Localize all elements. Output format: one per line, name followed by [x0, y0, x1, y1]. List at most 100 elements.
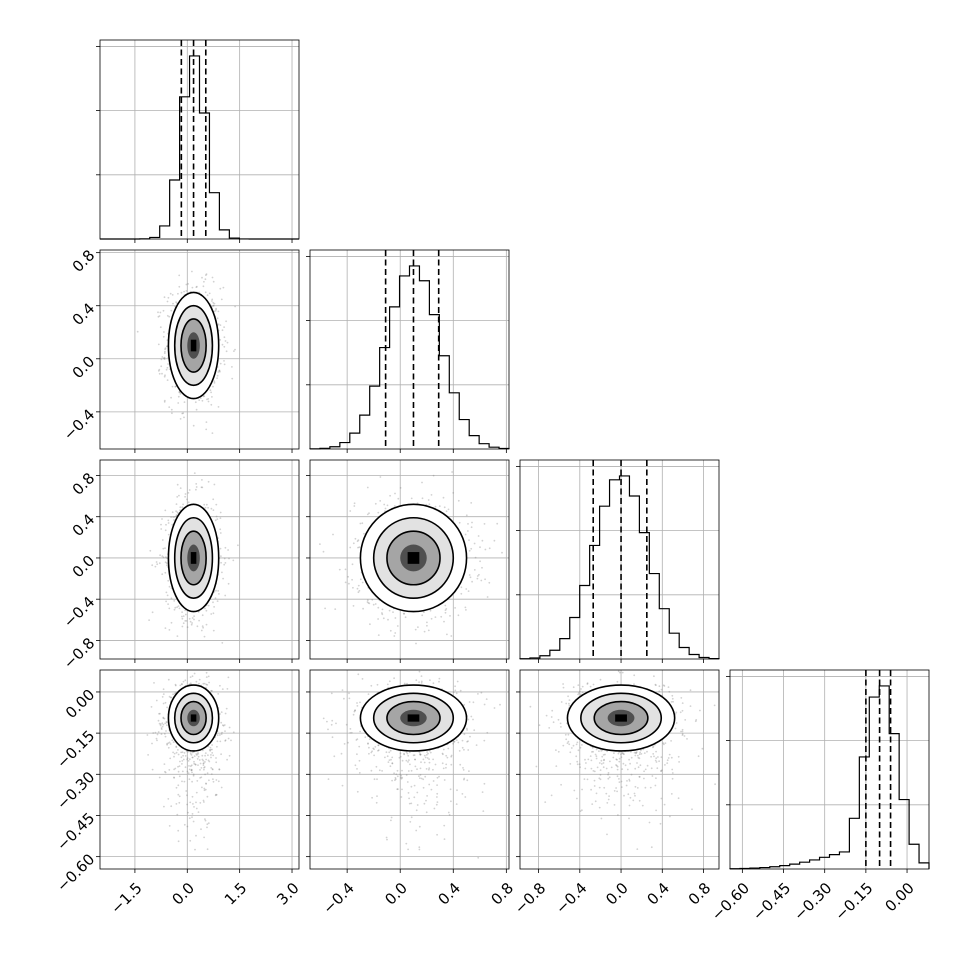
scatter-point	[216, 317, 219, 320]
scatter-point	[352, 605, 355, 607]
scatter-point	[232, 559, 235, 562]
scatter-point	[184, 620, 187, 622]
scatter-point	[429, 609, 432, 612]
scatter-point	[388, 759, 391, 761]
scatter-point	[443, 779, 446, 781]
scatter-point	[501, 551, 503, 554]
scatter-point	[375, 765, 378, 768]
scatter-point	[201, 486, 204, 489]
scatter-point	[426, 795, 428, 797]
scatter-point	[162, 688, 165, 691]
scatter-point	[432, 780, 435, 782]
scatter-point	[367, 693, 370, 695]
scatter-point	[356, 753, 358, 756]
scatter-point	[218, 369, 221, 372]
scatter-point	[163, 356, 166, 359]
scatter-point	[177, 292, 179, 295]
scatter-point	[630, 756, 633, 759]
scatter-point	[150, 706, 153, 708]
scatter-point	[162, 335, 165, 338]
scatter-point	[167, 522, 170, 524]
scatter-point	[324, 607, 326, 610]
density-peak	[407, 714, 420, 722]
scatter-point	[205, 758, 208, 761]
scatter-point	[185, 790, 188, 792]
scatter-point	[202, 762, 205, 764]
scatter-point	[220, 721, 223, 724]
scatter-point	[385, 836, 388, 839]
scatter-point	[198, 759, 201, 761]
scatter-point	[450, 763, 453, 766]
scatter-point	[438, 505, 441, 507]
scatter-point	[163, 331, 165, 333]
scatter-point	[187, 811, 189, 814]
scatter-point	[163, 352, 166, 355]
scatter-point	[436, 792, 439, 795]
scatter-point	[447, 811, 450, 814]
scatter-point	[486, 596, 489, 598]
scatter-point	[416, 768, 418, 771]
scatter-point	[199, 762, 202, 765]
scatter-point	[356, 738, 359, 740]
scatter-point	[585, 762, 587, 764]
scatter-point	[217, 780, 220, 783]
scatter-point	[191, 756, 194, 759]
scatter-point	[179, 760, 181, 763]
scatter-point	[452, 492, 455, 494]
scatter-point	[170, 696, 173, 699]
scatter-point	[358, 745, 361, 748]
scatter-point	[655, 757, 658, 760]
scatter-point	[430, 617, 433, 620]
scatter-point	[177, 793, 180, 796]
scatter-point	[188, 489, 191, 491]
scatter-point	[347, 741, 349, 744]
scatter-point	[467, 530, 469, 532]
scatter-point	[166, 742, 169, 745]
scatter-point	[483, 739, 486, 742]
scatter-point	[176, 635, 179, 637]
scatter-point	[442, 496, 445, 499]
scatter-point	[193, 762, 196, 765]
scatter-point	[620, 786, 623, 788]
scatter-point	[173, 755, 175, 758]
scatter-point	[218, 593, 220, 595]
scatter-point	[195, 807, 198, 810]
scatter-point	[188, 778, 191, 781]
scatter-point	[413, 796, 416, 799]
scatter-point	[397, 788, 399, 790]
scatter-point	[170, 805, 173, 808]
scatter-point	[220, 786, 223, 789]
scatter-point	[223, 345, 226, 348]
scatter-point	[335, 722, 337, 725]
ytick-label: 0.0	[69, 552, 99, 582]
scatter-point	[341, 784, 344, 787]
scatter-point	[215, 779, 218, 781]
scatter-point	[159, 554, 162, 557]
scatter-point	[186, 757, 189, 760]
scatter-point	[232, 731, 235, 734]
scatter-point	[179, 418, 182, 420]
scatter-point	[198, 682, 200, 685]
scatter-point	[480, 691, 483, 694]
scatter-point	[164, 350, 166, 353]
scatter-point	[390, 816, 393, 819]
scatter-point	[344, 568, 347, 571]
scatter-point	[158, 372, 161, 375]
scatter-point	[462, 767, 464, 769]
scatter-point	[426, 757, 429, 759]
scatter-point	[157, 343, 160, 346]
scatter-point	[227, 737, 230, 740]
scatter-point	[377, 634, 380, 636]
scatter-point	[357, 546, 359, 549]
scatter-point	[222, 577, 225, 580]
scatter-point	[414, 765, 417, 768]
scatter-point	[171, 385, 174, 388]
scatter-point	[178, 494, 180, 497]
scatter-point	[190, 623, 193, 626]
scatter-point	[219, 324, 222, 326]
scatter-point	[162, 309, 165, 312]
scatter-point	[167, 533, 170, 536]
scatter-point	[166, 366, 169, 369]
scatter-point	[167, 296, 170, 299]
scatter-point	[481, 539, 484, 542]
